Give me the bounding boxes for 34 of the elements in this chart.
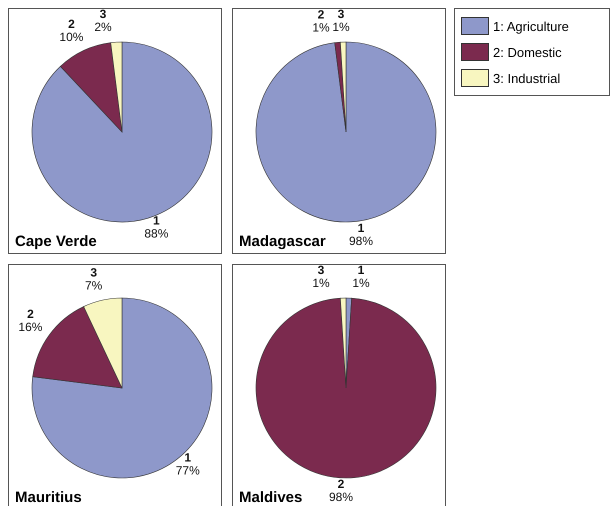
category-label: 1: Agriculture bbox=[493, 18, 569, 34]
slice-label: 2 bbox=[68, 17, 76, 32]
data-label: 98% bbox=[328, 490, 354, 504]
slice-label: 3 bbox=[90, 266, 98, 280]
data-label: 77% bbox=[176, 463, 200, 478]
slice-label: 2 bbox=[27, 307, 34, 322]
category-label: 2: Domestic bbox=[493, 44, 562, 60]
slice-label: 1 bbox=[358, 263, 365, 278]
data-label: 1% bbox=[332, 20, 350, 34]
data-label: 7% bbox=[84, 278, 103, 293]
slice-label: 2 bbox=[318, 7, 325, 22]
pie-slice bbox=[32, 42, 212, 222]
data-label: 2% bbox=[94, 20, 112, 34]
data-label: 98% bbox=[348, 234, 374, 248]
data-label: 1% bbox=[352, 276, 370, 290]
text: Cape Verde bbox=[15, 233, 97, 250]
text: Maldives bbox=[239, 489, 302, 506]
data-label: 1% bbox=[312, 276, 330, 290]
slice-label: 3 bbox=[100, 7, 107, 22]
slice-label: 1 bbox=[184, 450, 192, 464]
data-label: 88% bbox=[144, 226, 169, 240]
text: Madagascar bbox=[239, 233, 326, 250]
data-label: 10% bbox=[59, 30, 84, 44]
pie-slice bbox=[256, 42, 436, 222]
slice-label: 2 bbox=[338, 477, 345, 491]
data-label: 16% bbox=[18, 320, 43, 334]
pie-slice bbox=[256, 298, 436, 478]
text: Mauritius bbox=[15, 489, 82, 506]
slice-label: 1 bbox=[153, 213, 160, 228]
slice-label: 1 bbox=[358, 220, 365, 235]
slice-label: 3 bbox=[338, 7, 345, 22]
slice-label: 3 bbox=[318, 263, 325, 278]
data-label: 1% bbox=[312, 20, 330, 34]
category-label: 3: Industrial bbox=[493, 70, 560, 86]
